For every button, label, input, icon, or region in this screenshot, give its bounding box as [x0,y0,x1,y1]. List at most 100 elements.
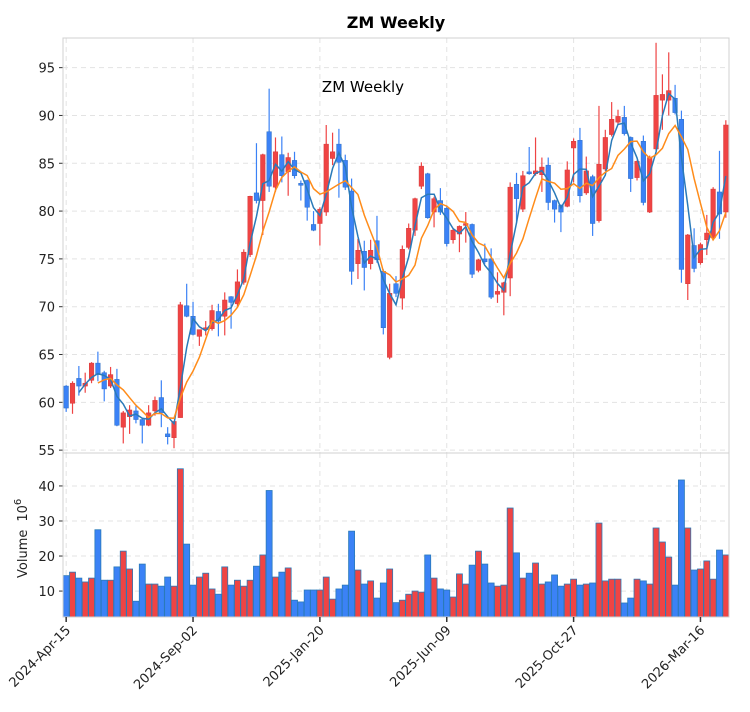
candle-body [710,188,716,239]
volume-bar [481,563,489,618]
volume-bar [487,582,495,618]
volume-bar [126,568,133,618]
candle-body [279,154,285,176]
volume-bar [246,579,254,618]
volume-bar [544,581,552,618]
volume-bar [506,507,514,618]
candle [253,143,260,204]
volume-axis-label-text: Volume [16,530,31,578]
volume-bar [316,589,324,618]
volume-bar [456,573,463,618]
volume-bar [138,563,146,618]
volume-bar [341,584,349,618]
candle [678,110,684,283]
candle [710,187,716,240]
candle [685,234,691,301]
candle [260,153,266,235]
candle [222,292,228,336]
volume-bar [360,583,368,618]
volume-bar [335,588,343,618]
candle-body [494,291,501,295]
volume-bar [189,584,197,618]
candle-body [697,244,704,263]
volume-bar [557,585,565,618]
volume-bar [297,601,305,618]
candle-body [678,119,684,270]
candle [552,199,558,223]
volume-bar [703,560,711,618]
candle-body [685,234,691,284]
candle-body [571,141,577,149]
volume-bar [595,522,603,618]
candle [659,74,665,130]
candle [120,410,126,444]
candle [634,160,640,181]
candle-body [418,165,424,187]
volume-tick-label: 10 [38,585,55,600]
volume-bar [259,554,267,618]
candle-body [330,151,336,159]
x-tick-label: 2024-Sep-02 [131,623,201,693]
volume-panel-frame [62,452,730,618]
volume-bar [132,600,140,618]
x-tick-label: 2024-Apr-15 [7,623,74,690]
candle-body [444,207,450,244]
candle-body [177,304,183,418]
candle [456,225,462,253]
volume-bar [665,556,673,618]
volume-bar [379,582,387,618]
candle-body [526,171,532,175]
x-tick-label: 2025-Oct-27 [513,623,581,691]
candle [158,380,164,428]
candle [184,283,190,318]
volume-bar [449,596,457,618]
candle [513,172,520,224]
moving-average-6-line [97,124,727,420]
volume-bar [608,578,616,618]
volume-tick-label: 20 [38,550,55,565]
volume-bar [646,583,654,618]
volume-bar [576,584,584,618]
volume-bar [468,564,476,618]
volume-bar [386,568,394,618]
volume-bar [716,549,723,618]
candle-body [323,143,329,213]
volume-bar [500,584,508,618]
candle [475,258,482,273]
candle [95,351,101,382]
candle-body [450,229,456,241]
volume-bar [436,588,444,618]
candle [266,88,272,192]
volume-bar [627,597,635,618]
candle [355,238,361,279]
candle [621,105,627,136]
candle-body [228,296,234,303]
candle-body [63,385,69,409]
volume-bar [494,585,501,618]
candle-body [88,362,95,381]
candle-body [69,382,76,404]
candle [640,135,646,206]
candle [165,427,171,445]
candle [298,180,304,201]
candle-body [165,433,171,437]
candle-body [222,299,228,317]
candle-body [95,362,101,375]
volume-bar [62,575,70,618]
volume-bar [265,490,273,618]
volume-bar [202,572,210,618]
chart-title: ZM Weekly [347,13,446,32]
candle-body [120,412,126,428]
volume-bar [354,569,362,618]
candle [539,157,545,192]
candle [653,42,659,151]
candle [63,385,69,412]
candle-body [488,258,494,298]
volume-bar [563,583,571,618]
candle-body [590,176,596,224]
candle [469,223,475,279]
candle [349,178,355,285]
candle-body [406,228,412,248]
candle [171,421,177,449]
